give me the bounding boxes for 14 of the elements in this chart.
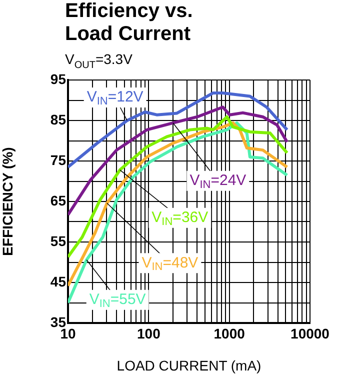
y-tick-label: 65 — [50, 192, 66, 208]
x-tick-label: 100 — [136, 325, 161, 342]
x-axis-title: LOAD CURRENT (mA) — [116, 357, 262, 374]
y-tick-label: 95 — [50, 70, 66, 87]
y-tick-label: 55 — [50, 232, 66, 249]
y-tick-label: 85 — [50, 111, 66, 128]
chart-title: Efficiency vs. Load Current — [65, 0, 193, 46]
chart-subtitle: V$_{OUT}$=3.3V — [65, 51, 132, 71]
x-tick-label: 1000 — [214, 325, 246, 342]
y-tick-label: 75 — [50, 152, 66, 168]
y-tick-label: 35 — [50, 314, 66, 330]
x-tick-label: 10000 — [290, 325, 330, 342]
y-axis-title: EFFICIENCY (%) — [0, 147, 16, 256]
y-tick-label: 45 — [50, 273, 66, 290]
